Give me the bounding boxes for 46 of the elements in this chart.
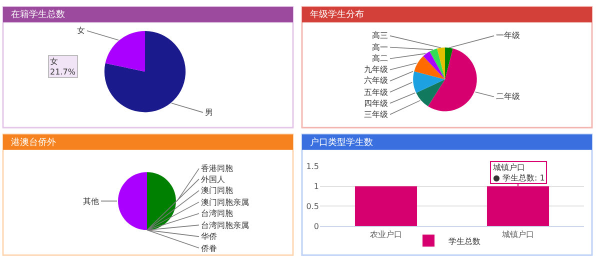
slice-label: 高三 <box>372 31 388 40</box>
pie-slice <box>105 31 145 72</box>
legend-label: 六年级 <box>364 76 388 85</box>
category-label: 华侨 <box>201 232 217 241</box>
pie-slice <box>430 48 445 80</box>
slice-label: 女 <box>77 26 85 35</box>
legend-label: 学生总数 <box>448 236 480 246</box>
category-label: 澳门同胞 <box>201 186 233 195</box>
y-tick-label: 0.5 <box>306 202 319 212</box>
category-label: 外国人 <box>201 175 225 184</box>
pie-slice <box>416 79 445 106</box>
x-tick-label: 城镇户口 <box>501 230 534 239</box>
slice-label: 高一 <box>372 43 388 52</box>
y-tick-label: 1 <box>314 182 319 192</box>
pie-slice <box>445 47 453 80</box>
slice-label: 一年级 <box>496 31 520 40</box>
text: 女 21.7% <box>50 57 76 76</box>
y-tick-label: 0 <box>314 222 319 231</box>
slice-label: 男 <box>205 108 213 117</box>
slice-label: 香港同胞 <box>201 164 233 173</box>
chart-title: 在籍学生总数 <box>11 9 65 20</box>
slice-label: 九年级 <box>364 65 388 74</box>
pie-slice <box>428 48 477 112</box>
pie-slice <box>413 71 445 93</box>
slice-label: 二年级 <box>496 92 520 101</box>
pie-slice <box>423 51 445 80</box>
y-tick-label: 1.5 <box>306 162 319 172</box>
pie-slice <box>147 172 176 230</box>
slice-label: 高二 <box>372 54 388 63</box>
chart-title: 港澳台侨外 <box>11 137 56 148</box>
category-label: 台湾同胞亲属 <box>201 221 249 230</box>
chart-title: 年级学生分布 <box>310 9 364 20</box>
pie-slice <box>118 172 147 230</box>
slice-label: 三年级 <box>364 110 388 119</box>
annotation: 城镇户口 ● 学生总数: 1 <box>492 163 545 182</box>
category-label: 澳门同胞亲属 <box>201 198 249 207</box>
category-label: 台湾同胞 <box>201 209 233 218</box>
slice-label: 其他 <box>83 197 99 206</box>
pie-slice <box>437 47 445 80</box>
category-label: 侨眷 <box>201 244 217 253</box>
x-tick-label: 农业户口 <box>370 230 402 239</box>
slice-label: 五年级 <box>364 88 388 97</box>
legend-label: 四年级 <box>364 99 388 108</box>
pie-slice <box>104 31 186 112</box>
pie-slice <box>414 56 445 80</box>
chart-title: 户口类型学生数 <box>310 137 373 148</box>
